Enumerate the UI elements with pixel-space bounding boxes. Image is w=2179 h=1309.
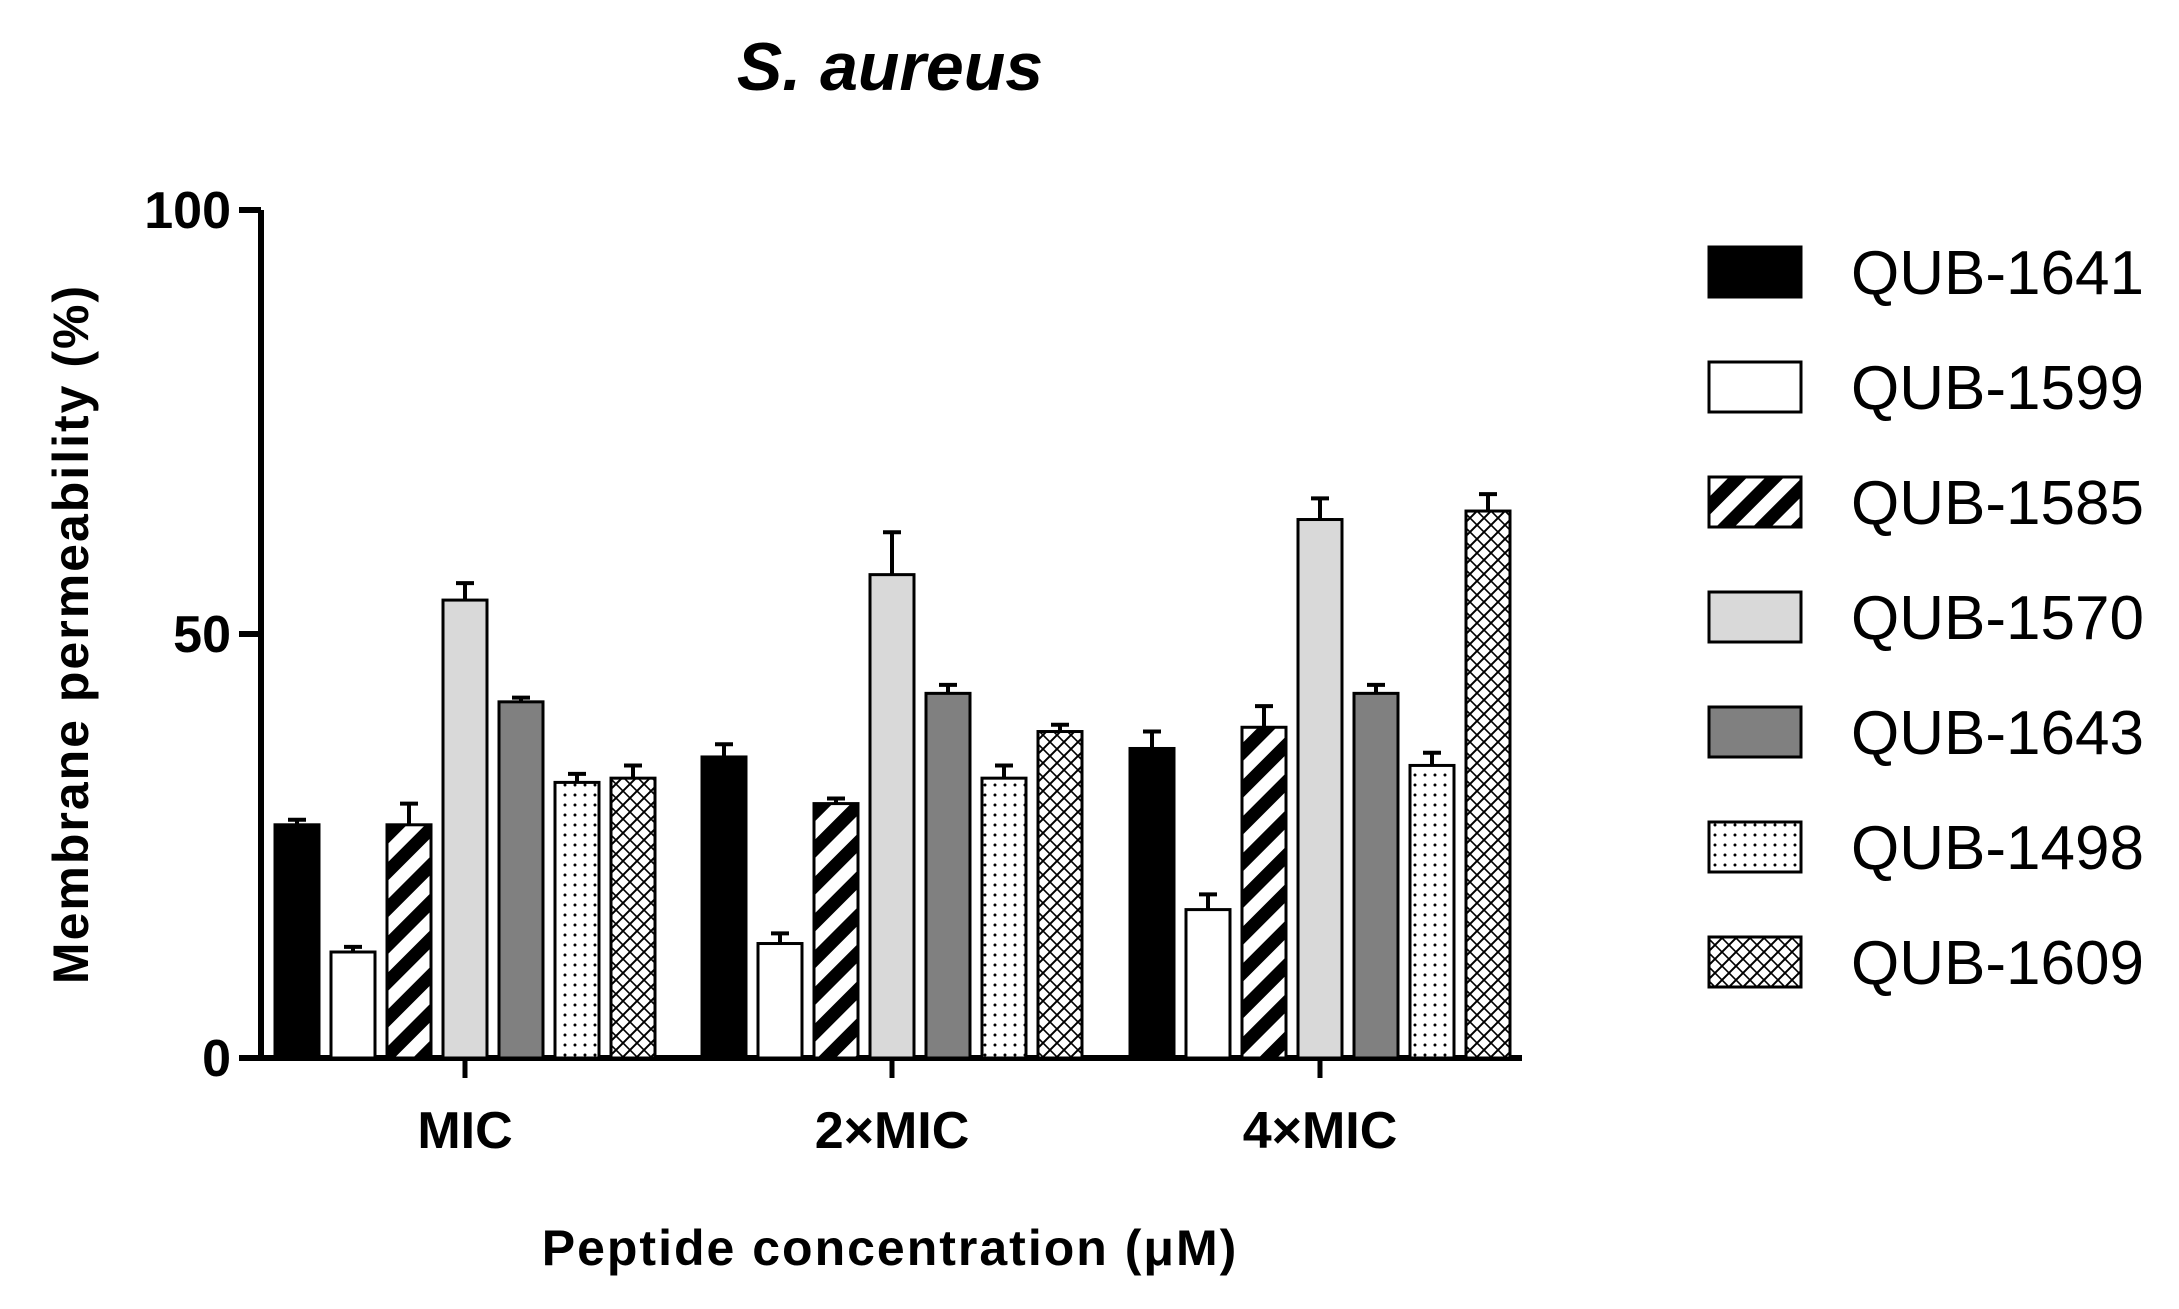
bar: [1184, 908, 1232, 1060]
bar: [329, 950, 377, 1060]
legend: QUB-1641 QUB-1599 QUB-1585 QUB-1570 QUB-1643…: [1707, 239, 2144, 998]
legend-label: QUB-1498: [1851, 814, 2144, 883]
bar: [385, 823, 433, 1060]
bar: [273, 823, 321, 1060]
x-axis-label: Peptide concentration (μM): [542, 1220, 1239, 1276]
legend-swatch: [1707, 360, 1803, 414]
bar: [441, 598, 489, 1060]
bar: [1128, 746, 1176, 1060]
legend-label: QUB-1641: [1851, 239, 2144, 308]
bar: [1464, 509, 1512, 1060]
legend-label: QUB-1609: [1851, 929, 2144, 998]
legend-swatch: [1707, 475, 1803, 529]
legend-label: QUB-1599: [1851, 354, 2144, 423]
bar: [1408, 763, 1456, 1060]
bar: [812, 802, 860, 1060]
legend-label: QUB-1570: [1851, 584, 2144, 653]
legend-swatch: [1707, 935, 1803, 989]
bar: [868, 573, 916, 1060]
bar: [700, 755, 748, 1060]
legend-swatch: [1707, 590, 1803, 644]
legend-swatch: [1707, 705, 1803, 759]
y-tick-label: 50: [173, 606, 231, 664]
x-tick-label: 2×MIC: [815, 1102, 970, 1160]
y-ticks: 0 50 100: [144, 182, 261, 1088]
bar: [1036, 730, 1084, 1060]
bar: [609, 776, 657, 1060]
bar: [1296, 518, 1344, 1060]
bar: [756, 942, 804, 1060]
bar: [553, 780, 601, 1060]
bar: [497, 700, 545, 1060]
y-tick-label: 0: [202, 1030, 231, 1088]
bar: [924, 691, 972, 1060]
y-tick-label: 100: [144, 182, 231, 240]
legend-label: QUB-1643: [1851, 699, 2144, 768]
x-tick-label: 4×MIC: [1243, 1102, 1398, 1160]
x-tick-label: MIC: [417, 1102, 512, 1160]
bars: [273, 492, 1512, 1060]
bar: [1352, 691, 1400, 1060]
legend-label: QUB-1585: [1851, 469, 2144, 538]
y-axis-label: Membrane permeability (%): [43, 284, 99, 984]
x-ticks: MIC 2×MIC 4×MIC: [417, 1058, 1397, 1160]
chart-title: S. aureus: [737, 29, 1043, 105]
bar: [1240, 725, 1288, 1060]
bar: [980, 776, 1028, 1060]
legend-swatch: [1707, 820, 1803, 874]
legend-swatch: [1707, 245, 1803, 299]
